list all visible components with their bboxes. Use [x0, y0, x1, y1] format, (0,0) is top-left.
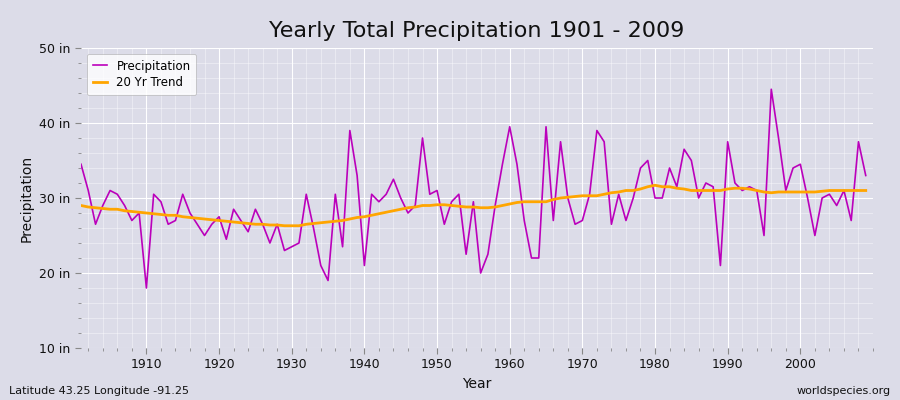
Precipitation — [345, 128, 356, 133]
20 Yr Trend — [301, 222, 311, 227]
20 Yr Trend — [504, 202, 515, 206]
Text: worldspecies.org: worldspecies.org — [796, 386, 891, 396]
20 Yr Trend — [279, 223, 290, 228]
Precipitation — [860, 173, 871, 178]
Title: Yearly Total Precipitation 1901 - 2009: Yearly Total Precipitation 1901 - 2009 — [269, 21, 685, 41]
Precipitation — [76, 162, 86, 167]
Precipitation — [598, 139, 609, 144]
Text: Latitude 43.25 Longitude -91.25: Latitude 43.25 Longitude -91.25 — [9, 386, 189, 396]
20 Yr Trend — [76, 203, 86, 208]
20 Yr Trend — [860, 188, 871, 193]
20 Yr Trend — [511, 200, 522, 205]
Precipitation — [141, 286, 152, 290]
X-axis label: Year: Year — [463, 377, 491, 391]
Precipitation — [301, 192, 311, 197]
Legend: Precipitation, 20 Yr Trend: Precipitation, 20 Yr Trend — [87, 54, 196, 95]
Precipitation — [504, 124, 515, 129]
20 Yr Trend — [345, 217, 356, 222]
Precipitation — [511, 162, 522, 167]
Y-axis label: Precipitation: Precipitation — [20, 154, 33, 242]
Precipitation — [134, 210, 145, 215]
Precipitation — [766, 87, 777, 92]
20 Yr Trend — [598, 192, 609, 197]
20 Yr Trend — [134, 210, 145, 215]
20 Yr Trend — [650, 183, 661, 188]
Line: 20 Yr Trend: 20 Yr Trend — [81, 185, 866, 226]
Line: Precipitation: Precipitation — [81, 89, 866, 288]
